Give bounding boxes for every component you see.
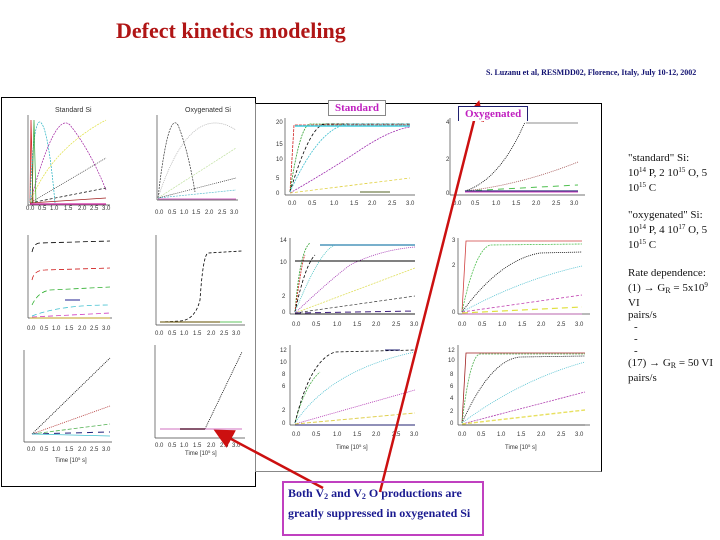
citation: S. Luzanu et al, RESMDD02, Florence, Ita… <box>486 68 697 77</box>
standard-label: Standard <box>328 100 387 116</box>
slide-title: Defect kinetics modeling <box>116 18 346 43</box>
right-chart-panel <box>255 103 602 472</box>
rate-dependence: Rate dependence: (1) → GR = 5x109 VI pai… <box>628 267 713 384</box>
oxygenated-label: Oxygenated <box>458 106 529 121</box>
standard-composition: "standard" Si: 1014 P, 2 1015 O, 5 1015 … <box>628 152 708 194</box>
left-chart-panel <box>1 97 256 487</box>
oxygenated-composition: "oxygenated" Si: 1014 P, 4 1017 O, 5 101… <box>628 209 708 251</box>
callout-box: Both V2 and V2 O productions are greatly… <box>282 481 484 536</box>
